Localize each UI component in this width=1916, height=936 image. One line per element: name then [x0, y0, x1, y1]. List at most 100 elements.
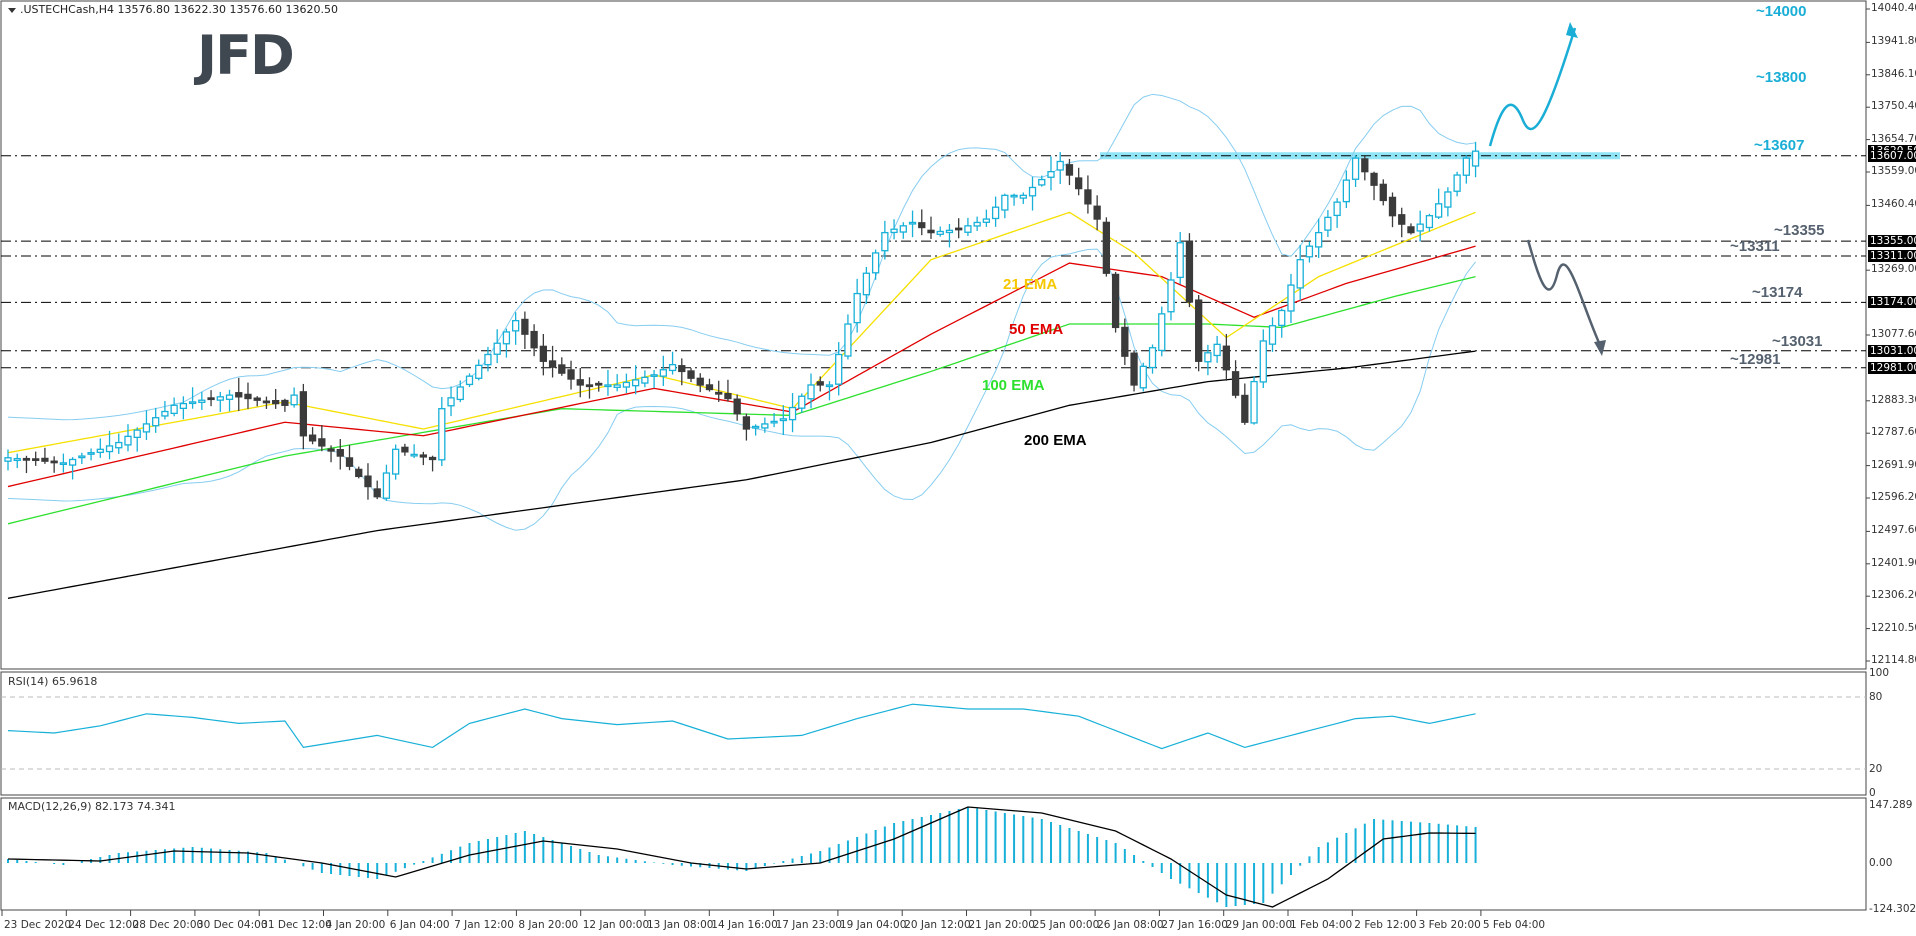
price-tick: 13654.70: [1871, 132, 1916, 145]
bull-candle: [59, 462, 68, 466]
bull-candle: [225, 394, 234, 400]
time-label: 28 Dec 20:00: [132, 919, 204, 931]
price-tick: 13460.40: [1871, 198, 1916, 211]
time-label: 25 Jan 00:00: [1032, 919, 1100, 931]
bull-candle: [484, 353, 492, 366]
time-label: 31 Dec 12:00: [261, 919, 332, 931]
macd-tick: -124.302: [1869, 903, 1916, 915]
time-label: 27 Jan 16:00: [1161, 919, 1228, 931]
bull-candle: [936, 230, 944, 235]
bull-candle: [1148, 347, 1157, 369]
bull-candle: [982, 218, 991, 223]
bear-candle: [715, 391, 723, 395]
bull-candle: [862, 272, 871, 296]
bull-candle: [973, 221, 981, 227]
bear-candle: [678, 365, 686, 373]
bull-candle: [631, 379, 640, 387]
bear-candle: [539, 345, 547, 362]
bear-candle: [281, 399, 289, 406]
bull-candle: [188, 401, 197, 405]
time-label: 5 Feb 04:00: [1482, 919, 1546, 931]
bull-candle: [1028, 186, 1037, 197]
bull-candle: [1250, 380, 1258, 424]
price-tag: 13031.00: [1868, 344, 1916, 357]
bear-candle: [355, 468, 363, 478]
main-pane-frame: [0, 0, 1867, 670]
bear-candle: [530, 330, 538, 349]
bull-candle: [1001, 194, 1009, 211]
bear-candle: [696, 377, 704, 386]
time-label: 20 Jan 12:00: [904, 919, 971, 931]
bull-candle: [68, 458, 77, 466]
rsi-label: RSI(14) 65.9618: [8, 675, 98, 688]
price-tick: 12210.50: [1871, 621, 1916, 634]
price-tag: 12981.00: [1868, 361, 1916, 374]
bull-candle: [825, 384, 834, 388]
bear-candle: [1093, 205, 1101, 220]
price-tick: 13846.10: [1871, 67, 1916, 80]
bear-candle: [419, 454, 428, 458]
symbol-header: .USTECHCash,H4 13576.80 13622.30 13576.6…: [8, 3, 338, 16]
bear-candle: [318, 438, 326, 447]
time-label: 12 Jan 00:00: [582, 919, 650, 931]
collapse-triangle-icon[interactable]: [8, 7, 16, 13]
rsi-line: [7, 703, 1476, 750]
price-tick: 12497.60: [1871, 524, 1916, 537]
bear-candle: [1407, 226, 1415, 234]
bear-candle: [1398, 214, 1406, 225]
bear-candle: [742, 416, 751, 430]
bull-candle: [991, 206, 1000, 220]
bull-candle: [659, 369, 667, 377]
bull-candle: [493, 342, 501, 355]
bear-candle: [585, 384, 594, 388]
bull-candle: [161, 410, 169, 417]
bull-candle: [475, 364, 483, 379]
price-tick: 13077.60: [1871, 328, 1916, 340]
bull-candle: [1268, 325, 1277, 345]
bear-candle: [1231, 371, 1240, 396]
time-label: 6 Jan 04:00: [389, 919, 450, 931]
bull-candle: [1010, 194, 1018, 198]
bull-candle: [1259, 340, 1267, 383]
bull-candle: [1278, 309, 1286, 327]
bull-candle: [761, 423, 769, 429]
ema200-line: [7, 350, 1476, 599]
price-tag: 13174.00: [1868, 296, 1916, 309]
bull-candle: [392, 448, 400, 475]
bear-candle: [1121, 326, 1129, 357]
target-14000: ~14000: [1756, 3, 1807, 20]
bull-candle: [179, 402, 188, 410]
bull-candle: [1167, 279, 1175, 313]
bear-candle: [50, 460, 58, 464]
bear-candle: [705, 384, 714, 391]
price-tick: 14040.40: [1871, 2, 1916, 14]
price-tick: 12401.90: [1871, 556, 1916, 569]
bear-candle: [22, 457, 31, 461]
time-label: 7 Jan 12:00: [454, 919, 514, 931]
level-12981: ~12981: [1730, 351, 1781, 368]
macd-tick: 0.00: [1869, 857, 1893, 869]
bull-candle: [945, 229, 954, 234]
bull-candle: [152, 417, 160, 427]
bear-candle: [428, 456, 437, 461]
bull-candle: [438, 408, 446, 461]
bull-candle: [512, 319, 520, 332]
bear-candle: [1222, 345, 1231, 371]
bull-candle: [668, 364, 677, 372]
resistance-zone: [1100, 152, 1620, 160]
price-tick: 13269.00: [1871, 263, 1916, 276]
bear-candle: [32, 458, 40, 462]
level-13607: ~13607: [1754, 137, 1805, 154]
bear-candle: [41, 457, 49, 462]
price-tick: 13941.80: [1871, 35, 1916, 48]
bull-candle: [170, 404, 178, 415]
macd-tick: 147.289: [1869, 799, 1913, 811]
ema100-line: [7, 275, 1476, 525]
bear-candle: [1075, 177, 1083, 190]
bull-candle: [622, 381, 631, 388]
level-13031: ~13031: [1772, 333, 1823, 350]
price-tick: 12306.20: [1871, 589, 1916, 602]
time-label: 24 Dec 12:00: [68, 919, 139, 931]
